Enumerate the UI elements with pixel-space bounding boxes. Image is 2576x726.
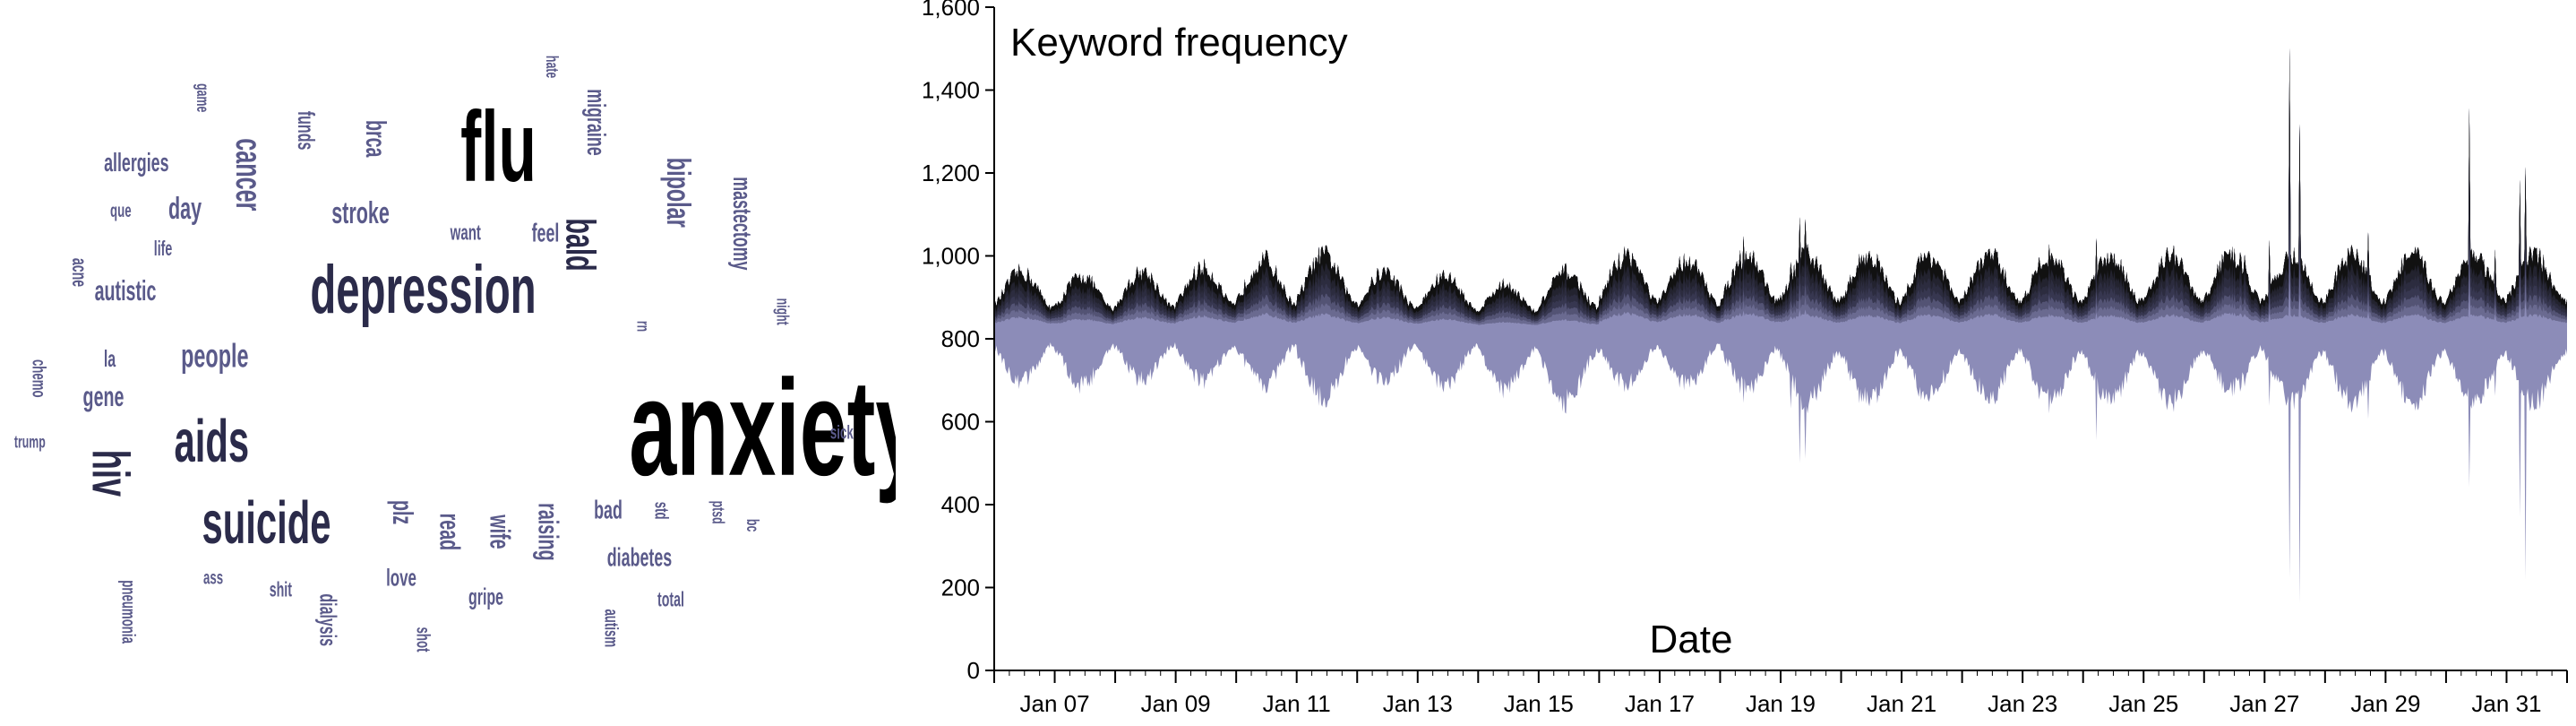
word-plz: plz xyxy=(387,500,419,524)
word-want: want xyxy=(450,221,481,245)
word-read: read xyxy=(434,514,466,551)
word-ass: ass xyxy=(203,566,223,588)
stream-layer-4 xyxy=(994,48,2567,320)
x-tick-label: Jan 25 xyxy=(2108,690,2178,717)
word-cancer: cancer xyxy=(228,138,267,211)
word-game: game xyxy=(193,83,212,112)
word-day: day xyxy=(168,192,202,226)
word-la: la xyxy=(104,346,116,372)
stream-layer-1 xyxy=(994,48,2567,325)
word-acne: acne xyxy=(67,258,90,287)
word-funds: funds xyxy=(293,111,319,150)
word-std: std xyxy=(651,502,673,520)
word-trump: trump xyxy=(14,433,46,453)
word-bald: bald xyxy=(557,218,604,271)
word-love: love xyxy=(386,564,416,591)
x-tick-label: Jan 23 xyxy=(1988,690,2057,717)
stream-layer-3 xyxy=(994,48,2567,322)
x-tick-label: Jan 15 xyxy=(1504,690,1574,717)
word-chemo: chemo xyxy=(29,359,50,398)
word-night: night xyxy=(773,298,793,325)
word-dialysis: dialysis xyxy=(314,593,340,646)
word-aids: aids xyxy=(174,407,249,475)
word-feel: feel xyxy=(532,219,560,247)
x-tick-label: Jan 11 xyxy=(1263,690,1331,717)
stream-layer-2 xyxy=(994,48,2567,324)
keyword-frequency-chart: 0 200 400 600 800 1,000 1,200 1,400 1,600 Jan 07… xyxy=(922,0,2568,717)
word-mastectomy: mastectomy xyxy=(727,177,756,271)
word-bc: bc xyxy=(743,519,762,532)
y-tick-label: 400 xyxy=(941,491,980,518)
word-diabetes: diabetes xyxy=(607,543,672,572)
word-suicide: suicide xyxy=(202,488,331,557)
chart-title: Keyword frequency xyxy=(1010,21,1348,65)
stream-layer-5 xyxy=(994,48,2567,319)
word-stroke: stroke xyxy=(331,196,390,230)
y-tick-label: 1,600 xyxy=(922,0,980,21)
word-raising: raising xyxy=(533,503,565,560)
stream-layer-6 xyxy=(994,48,2567,317)
x-tick-label: Jan 09 xyxy=(1141,690,1211,717)
word-depression: depression xyxy=(310,253,536,328)
word-ptsd: ptsd xyxy=(708,501,728,524)
word-bad: bad xyxy=(594,497,623,525)
x-tick-label: Jan 27 xyxy=(2229,690,2299,717)
word-autistic: autistic xyxy=(95,274,157,307)
word-people: people xyxy=(181,337,248,375)
word-shit: shit xyxy=(270,579,293,601)
y-tick-label: 600 xyxy=(941,409,980,436)
word-gripe: gripe xyxy=(468,584,503,610)
word-bipolar: bipolar xyxy=(660,158,698,228)
word-flu: flu xyxy=(460,91,537,203)
word-wife: wife xyxy=(484,514,516,549)
x-tick-label: Jan 19 xyxy=(1746,690,1816,717)
x-tick-label: Jan 31 xyxy=(2471,690,2541,717)
streamgraph-layers xyxy=(994,48,2567,604)
word-rn: rn xyxy=(633,321,653,332)
word-anxiety: anxiety xyxy=(629,351,896,504)
word-que: que xyxy=(110,200,132,221)
word-life: life xyxy=(154,238,173,261)
x-tick-label: Jan 17 xyxy=(1625,690,1695,717)
word-autism: autism xyxy=(601,609,623,647)
x-axis-label: Date xyxy=(1650,618,1733,661)
word-total: total xyxy=(657,589,684,611)
x-tick-label: Jan 13 xyxy=(1383,690,1453,717)
word-hate: hate xyxy=(542,56,562,78)
word-sick: sick xyxy=(830,421,854,443)
x-axis: Jan 07 Jan 09 Jan 11 Jan 13 Jan 15 Jan 17 Jan … xyxy=(993,670,2568,717)
word-brca: brca xyxy=(360,120,392,158)
x-tick-label: Jan 29 xyxy=(2350,690,2420,717)
word-shot: shot xyxy=(413,627,434,653)
stream-layer-top xyxy=(994,48,2567,316)
y-axis: 0 200 400 600 800 1,000 1,200 1,400 1,600 xyxy=(922,0,995,684)
y-tick-label: 1,200 xyxy=(922,160,980,186)
word-migraine: migraine xyxy=(581,89,610,155)
x-tick-label: Jan 07 xyxy=(1019,690,1089,717)
word-allergies: allergies xyxy=(104,149,168,177)
y-tick-label: 200 xyxy=(941,575,980,601)
x-tick-label: Jan 21 xyxy=(1867,690,1936,717)
word-hiv: hiv xyxy=(81,450,139,497)
y-tick-label: 0 xyxy=(967,657,980,684)
y-tick-label: 1,000 xyxy=(922,243,980,270)
word-pneumonia: pneumonia xyxy=(118,580,140,644)
stream-layer-bottom xyxy=(994,48,2567,604)
y-tick-label: 1,400 xyxy=(922,77,980,104)
word-gene: gene xyxy=(83,380,125,412)
y-tick-label: 800 xyxy=(941,325,980,352)
